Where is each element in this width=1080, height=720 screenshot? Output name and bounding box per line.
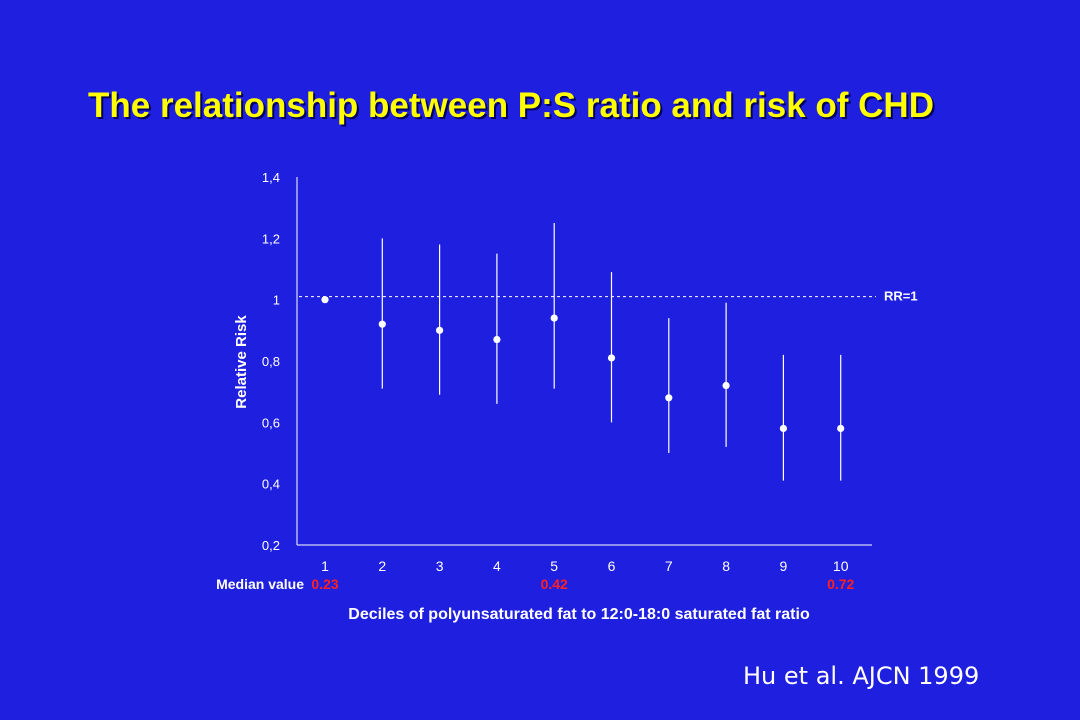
x-tick-labels: 1 2 3 4 5 6 7 8 9 10 [321,558,849,574]
data-point [378,320,386,328]
x-tick-label: 2 [378,558,386,574]
x-tick-label: 5 [550,558,558,574]
x-tick-label: 4 [493,558,501,574]
data-point [779,424,788,433]
y-axis-label: Relative Risk [233,315,250,409]
y-tick-label: 1 [273,293,280,308]
median-value: 0.72 [827,576,854,592]
x-axis-label: Deciles of polyunsaturated fat to 12:0-1… [348,606,810,623]
x-tick-label: 7 [665,558,673,574]
median-value: 0.23 [311,576,338,592]
y-tick-label: 1,2 [262,231,280,246]
data-point [607,354,616,362]
y-tick-label: 0,6 [262,415,280,430]
x-tick-label: 9 [780,558,788,574]
data-point [837,424,845,433]
x-tick-label: 1 [321,558,329,574]
chart-axes [296,177,872,546]
y-tick-label: 1,4 [262,170,280,185]
data-point [493,335,501,344]
data-point [665,394,673,402]
reference-line-label: RR=1 [884,289,918,304]
x-tick-label: 8 [722,558,730,574]
data-marks [321,223,845,481]
median-value: 0.42 [541,576,568,592]
data-point [321,296,329,304]
x-tick-label: 6 [608,558,616,574]
median-value-label: Median value [216,576,304,592]
x-tick-label: 10 [833,558,849,574]
data-point [550,314,558,322]
data-point [722,381,730,390]
y-tick-labels: 0,2 0,4 0,6 0,8 1 1,2 1,4 [262,170,280,553]
citation: Hu et al. AJCN 1999 [743,662,980,690]
x-tick-label: 3 [436,558,444,574]
median-values: 0.23 0.42 0.72 [311,576,854,592]
slide-title: The relationship between P:S ratio and r… [88,86,934,125]
y-tick-label: 0,8 [262,354,280,369]
data-point [436,326,444,334]
y-tick-label: 0,4 [262,477,280,492]
y-tick-label: 0,2 [262,538,280,553]
